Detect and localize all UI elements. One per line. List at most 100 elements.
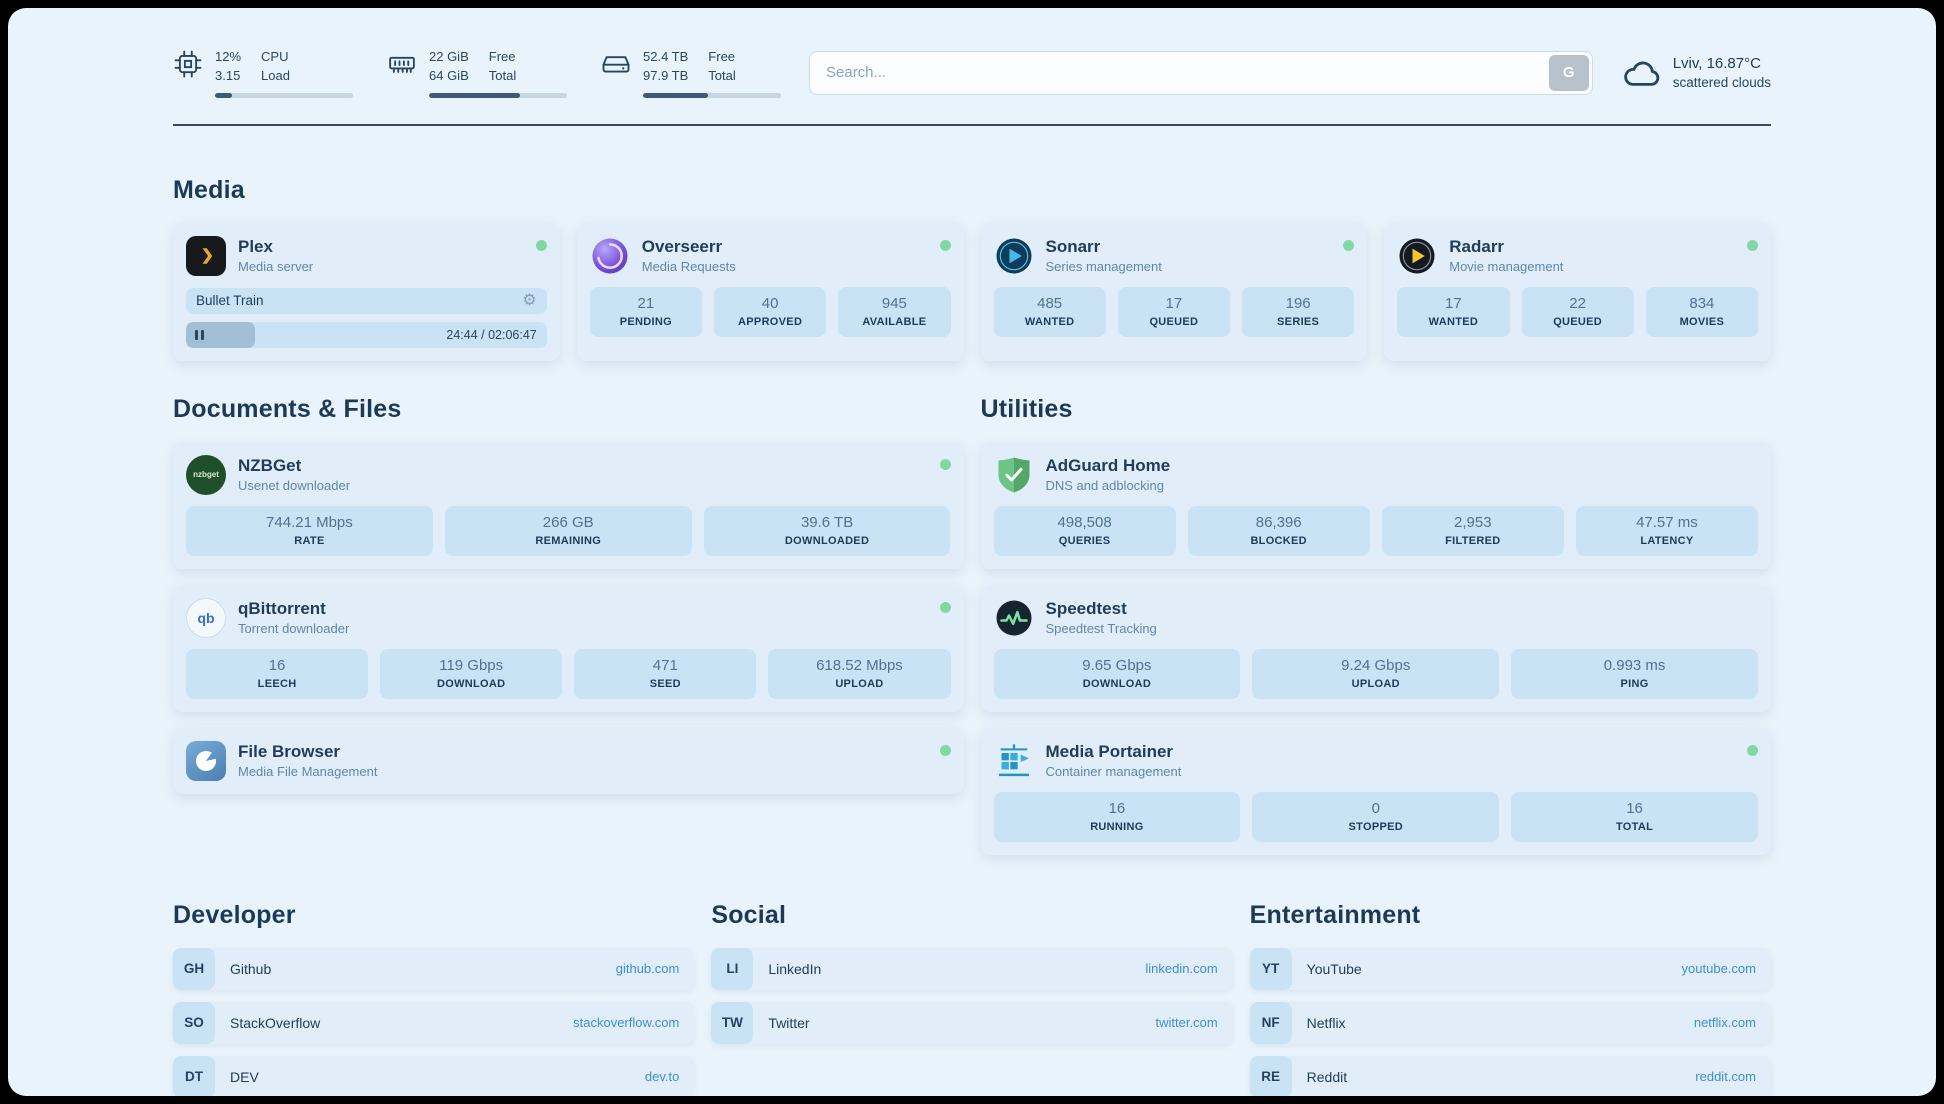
card-title: Plex bbox=[238, 237, 273, 257]
link-reddit[interactable]: RE Reddit reddit.com bbox=[1249, 1055, 1771, 1096]
search: G bbox=[809, 50, 1593, 95]
cpu-progress-bar bbox=[215, 92, 353, 98]
section-social: Social LI LinkedIn linkedin.com TW Twitt… bbox=[711, 900, 1233, 1044]
card-subtitle: Media server bbox=[238, 259, 314, 275]
card-subtitle: Series management bbox=[1045, 259, 1162, 275]
link-linkedin[interactable]: LI LinkedIn linkedin.com bbox=[711, 947, 1233, 990]
plex-now-playing: Bullet Train ⚙ bbox=[186, 287, 547, 314]
stackoverflow-badge: SO bbox=[173, 1001, 215, 1044]
stat-download: 119 Gbps DOWNLOAD bbox=[380, 648, 563, 699]
section-title-documents: Documents & Files bbox=[173, 394, 402, 423]
card-nzbget[interactable]: nzbget NZBGet Usenet downloader 744.21 M… bbox=[173, 441, 964, 569]
card-title: Sonarr bbox=[1045, 237, 1101, 257]
ram-total-label: Total bbox=[488, 67, 517, 83]
linkedin-badge: LI bbox=[711, 947, 754, 990]
link-twitter[interactable]: TW Twitter twitter.com bbox=[711, 1001, 1233, 1044]
link-netflix[interactable]: NF Netflix netflix.com bbox=[1249, 1001, 1771, 1044]
status-dot bbox=[939, 744, 951, 756]
stat-queries: 498,508 QUERIES bbox=[993, 505, 1176, 556]
github-badge: GH bbox=[173, 947, 215, 990]
stat-series: 196 SERIES bbox=[1242, 286, 1355, 337]
disk-total-value: 97.9 TB bbox=[643, 67, 689, 83]
weather-widget: Lviv, 16.87°C scattered clouds bbox=[1621, 52, 1771, 94]
link-dev[interactable]: DT DEV dev.to bbox=[173, 1055, 695, 1096]
cpu-load-label: Load bbox=[261, 67, 290, 83]
card-filebrowser[interactable]: File Browser Media File Management bbox=[173, 727, 964, 794]
section-entertainment: Entertainment YT YouTube youtube.com NF … bbox=[1249, 900, 1771, 1096]
ram-progress-bar bbox=[429, 92, 567, 98]
card-subtitle: Container management bbox=[1045, 764, 1182, 780]
nzbget-icon: nzbget bbox=[186, 454, 226, 495]
card-subtitle: Media Requests bbox=[641, 259, 736, 275]
disk-progress-fill bbox=[643, 92, 708, 98]
section-title-social: Social bbox=[711, 900, 787, 929]
stat-leech: 16 LEECH bbox=[186, 648, 369, 699]
stat-queued: 17 QUEUED bbox=[1117, 286, 1230, 337]
link-youtube[interactable]: YT YouTube youtube.com bbox=[1249, 947, 1771, 990]
card-adguard[interactable]: AdGuard Home DNS and adblocking 498,508 … bbox=[980, 441, 1771, 569]
cpu-percent: 12% bbox=[215, 49, 242, 64]
weather-location: Lviv, 16.87°C bbox=[1672, 54, 1761, 72]
plex-time: 24:44 / 02:06:47 bbox=[446, 327, 537, 342]
card-title: NZBGet bbox=[238, 456, 302, 476]
section-title-utilities: Utilities bbox=[980, 394, 1073, 423]
sonarr-icon bbox=[994, 236, 1034, 276]
now-playing-title: Bullet Train bbox=[196, 293, 264, 309]
reddit-badge: RE bbox=[1249, 1055, 1292, 1096]
stat-wanted: 485 WANTED bbox=[993, 286, 1106, 337]
search-input[interactable] bbox=[809, 50, 1593, 95]
stat-available: 945 AVAILABLE bbox=[838, 286, 951, 337]
card-subtitle: Torrent downloader bbox=[238, 621, 350, 637]
status-dot bbox=[939, 601, 951, 613]
stat-upload: 618.52 Mbps UPLOAD bbox=[768, 648, 951, 699]
twitter-badge: TW bbox=[711, 1001, 754, 1044]
cpu-progress-fill bbox=[215, 92, 232, 98]
search-provider-button[interactable]: G bbox=[1548, 54, 1589, 91]
disk-progress-bar bbox=[643, 92, 781, 98]
cpu-icon bbox=[173, 49, 203, 79]
card-radarr[interactable]: Radarr Movie management 17 WANTED 22 QUE… bbox=[1384, 222, 1771, 361]
dashboard: 12% 3.15 CPU Load bbox=[8, 8, 1936, 1096]
card-sonarr[interactable]: Sonarr Series management 485 WANTED 17 Q… bbox=[980, 222, 1368, 361]
card-title: Radarr bbox=[1449, 237, 1505, 257]
section-documents: Documents & Files nzbget NZBGet Usenet d… bbox=[173, 395, 964, 794]
gear-icon[interactable]: ⚙ bbox=[522, 291, 537, 309]
link-github[interactable]: GH Github github.com bbox=[173, 947, 695, 990]
ram-free-label: Free bbox=[488, 49, 516, 64]
section-developer: Developer GH Github github.com SO StackO… bbox=[173, 900, 695, 1096]
stat-downloaded: 39.6 TB DOWNLOADED bbox=[703, 505, 951, 556]
stat-total: 16 TOTAL bbox=[1511, 791, 1758, 842]
pause-icon[interactable] bbox=[195, 329, 204, 340]
status-dot bbox=[939, 239, 951, 251]
section-utilities: Utilities AdGuard Home bbox=[980, 394, 1771, 855]
disk-free-value: 52.4 TB bbox=[643, 49, 689, 64]
youtube-badge: YT bbox=[1249, 947, 1292, 990]
ram-widget: 22 GiB 64 GiB Free Total bbox=[387, 48, 567, 98]
plex-progress[interactable]: 24:44 / 02:06:47 bbox=[186, 321, 547, 348]
status-dot bbox=[1747, 239, 1758, 251]
disk-total-label: Total bbox=[708, 67, 736, 83]
plex-icon bbox=[186, 235, 226, 276]
card-plex[interactable]: Plex Media server Bullet Train ⚙ 24:44 /… bbox=[173, 222, 560, 361]
card-subtitle: Movie management bbox=[1449, 259, 1564, 275]
cpu-label: CPU bbox=[261, 49, 289, 64]
status-dot bbox=[1747, 744, 1758, 756]
stat-running: 16 RUNNING bbox=[993, 791, 1241, 842]
card-portainer[interactable]: Media Portainer Container management 16 … bbox=[980, 727, 1771, 855]
stat-stopped: 0 STOPPED bbox=[1252, 791, 1500, 842]
weather-condition: scattered clouds bbox=[1672, 74, 1771, 90]
card-qbittorrent[interactable]: qb qBittorrent Torrent downloader 16 LEE… bbox=[173, 584, 964, 712]
stat-filtered: 2,953 FILTERED bbox=[1381, 505, 1564, 556]
section-title-developer: Developer bbox=[173, 900, 296, 929]
system-stats: 12% 3.15 CPU Load bbox=[173, 48, 781, 98]
stat-approved: 40 APPROVED bbox=[714, 286, 827, 337]
cpu-load-value: 3.15 bbox=[215, 67, 241, 83]
card-title: AdGuard Home bbox=[1045, 456, 1171, 476]
card-title: qBittorrent bbox=[238, 599, 326, 619]
disk-free-label: Free bbox=[708, 49, 736, 64]
section-title-entertainment: Entertainment bbox=[1249, 900, 1421, 929]
link-stackoverflow[interactable]: SO StackOverflow stackoverflow.com bbox=[173, 1001, 695, 1044]
card-speedtest[interactable]: Speedtest Speedtest Tracking 9.65 Gbps D… bbox=[980, 584, 1771, 712]
card-overseerr[interactable]: Overseerr Media Requests 21 PENDING 40 A… bbox=[576, 222, 964, 361]
section-title-media: Media bbox=[173, 175, 245, 204]
